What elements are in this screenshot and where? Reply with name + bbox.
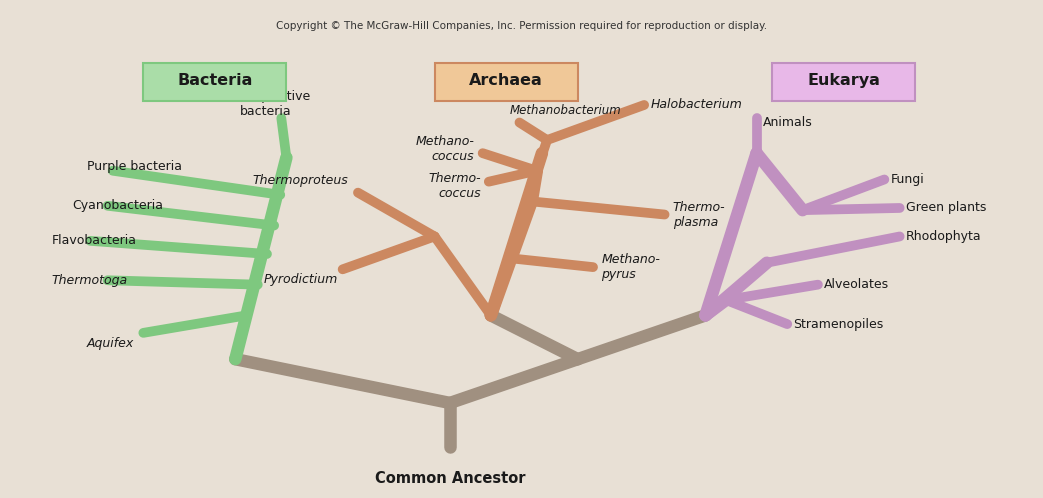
Text: Thermo-
plasma: Thermo- plasma — [673, 201, 725, 229]
FancyBboxPatch shape — [143, 63, 287, 101]
Text: Flavobacteria: Flavobacteria — [51, 235, 137, 248]
Text: Methanobacterium: Methanobacterium — [509, 104, 621, 117]
Text: Thermo-
coccus: Thermo- coccus — [428, 172, 481, 200]
Text: Common Ancestor: Common Ancestor — [374, 471, 526, 486]
Text: Aquifex: Aquifex — [87, 337, 135, 350]
Text: Methano-
pyrus: Methano- pyrus — [601, 253, 660, 281]
Text: Alveolates: Alveolates — [824, 278, 890, 291]
Text: Stramenopiles: Stramenopiles — [794, 318, 883, 331]
Text: Rhodophyta: Rhodophyta — [905, 230, 981, 243]
Text: Thermotoga: Thermotoga — [51, 274, 127, 287]
Text: Green plants: Green plants — [905, 202, 987, 215]
Text: Animals: Animals — [762, 116, 812, 129]
Text: Fungi: Fungi — [891, 173, 924, 186]
Text: Bacteria: Bacteria — [177, 73, 252, 88]
Text: Cyanobacteria: Cyanobacteria — [72, 199, 163, 212]
Text: Methano-
coccus: Methano- coccus — [415, 135, 475, 163]
Text: Eukarya: Eukarya — [807, 73, 880, 88]
FancyBboxPatch shape — [772, 63, 915, 101]
FancyBboxPatch shape — [435, 63, 578, 101]
Text: Halobacterium: Halobacterium — [650, 99, 742, 112]
Text: Purple bacteria: Purple bacteria — [87, 160, 183, 173]
Text: Archaea: Archaea — [469, 73, 543, 88]
Text: Thermoproteus: Thermoproteus — [252, 174, 347, 187]
Text: Pyrodictium: Pyrodictium — [263, 273, 338, 286]
Text: Copyright © The McGraw-Hill Companies, Inc. Permission required for reproduction: Copyright © The McGraw-Hill Companies, I… — [276, 21, 767, 31]
Text: Gram-positive
bacteria: Gram-positive bacteria — [222, 90, 310, 118]
